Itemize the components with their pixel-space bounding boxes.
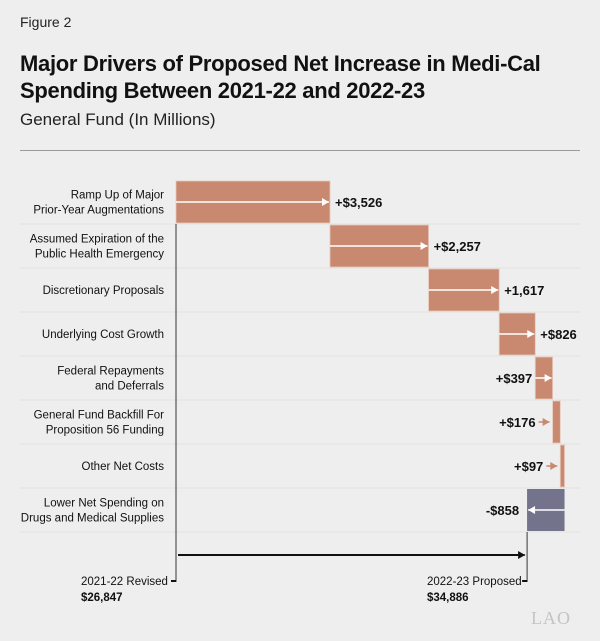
category-label: Assumed Expiration of the [30, 234, 164, 246]
lao-logo: LAO [531, 608, 571, 628]
total-arrow-head [518, 551, 526, 559]
data-label: +$397 [496, 371, 533, 386]
bar-arrow-6-head [550, 462, 558, 470]
data-label: -$858 [486, 503, 519, 518]
data-label: +$97 [514, 459, 543, 474]
chart-subtitle: General Fund (In Millions) [20, 110, 216, 129]
category-label: Ramp Up of Major [71, 190, 164, 202]
bar-5 [552, 400, 561, 444]
category-label: Underlying Cost Growth [42, 329, 164, 341]
category-label: Federal Repayments [57, 366, 164, 378]
bar-arrow-4-head [544, 374, 552, 382]
category-label: Public Health Emergency [35, 249, 164, 261]
data-label: +$2,257 [434, 239, 481, 254]
data-label: +$826 [540, 327, 577, 342]
start-label: 2021-22 Revised [81, 576, 168, 588]
end-label: 2022-23 Proposed [427, 576, 522, 588]
bar-arrow-7-head [528, 506, 536, 514]
title-divider [20, 150, 580, 151]
data-label: +$3,526 [335, 195, 382, 210]
bar-arrow-0-head [322, 198, 329, 206]
category-label: Discretionary Proposals [43, 285, 165, 297]
bar-arrow-3-head [527, 330, 535, 338]
bar-arrow-2-head [491, 286, 499, 294]
category-label: Proposition 56 Funding [46, 425, 164, 437]
category-label: Other Net Costs [82, 461, 165, 473]
data-label: +$176 [499, 415, 536, 430]
chart-title: Major Drivers of Proposed Net Increase i… [20, 51, 541, 103]
end-value: $34,886 [427, 592, 469, 604]
bar-6 [559, 444, 565, 488]
bar-arrow-5-head [542, 418, 550, 426]
data-label: +1,617 [504, 283, 544, 298]
category-label: Prior-Year Augmentations [33, 205, 164, 217]
bar-arrow-1-head [420, 242, 428, 250]
category-label: Drugs and Medical Supplies [21, 513, 164, 525]
figure-label: Figure 2 [20, 14, 72, 30]
category-label: Lower Net Spending on [44, 498, 164, 510]
start-value: $26,847 [81, 592, 123, 604]
category-label: General Fund Backfill For [34, 410, 165, 422]
category-label: and Deferrals [95, 381, 164, 393]
